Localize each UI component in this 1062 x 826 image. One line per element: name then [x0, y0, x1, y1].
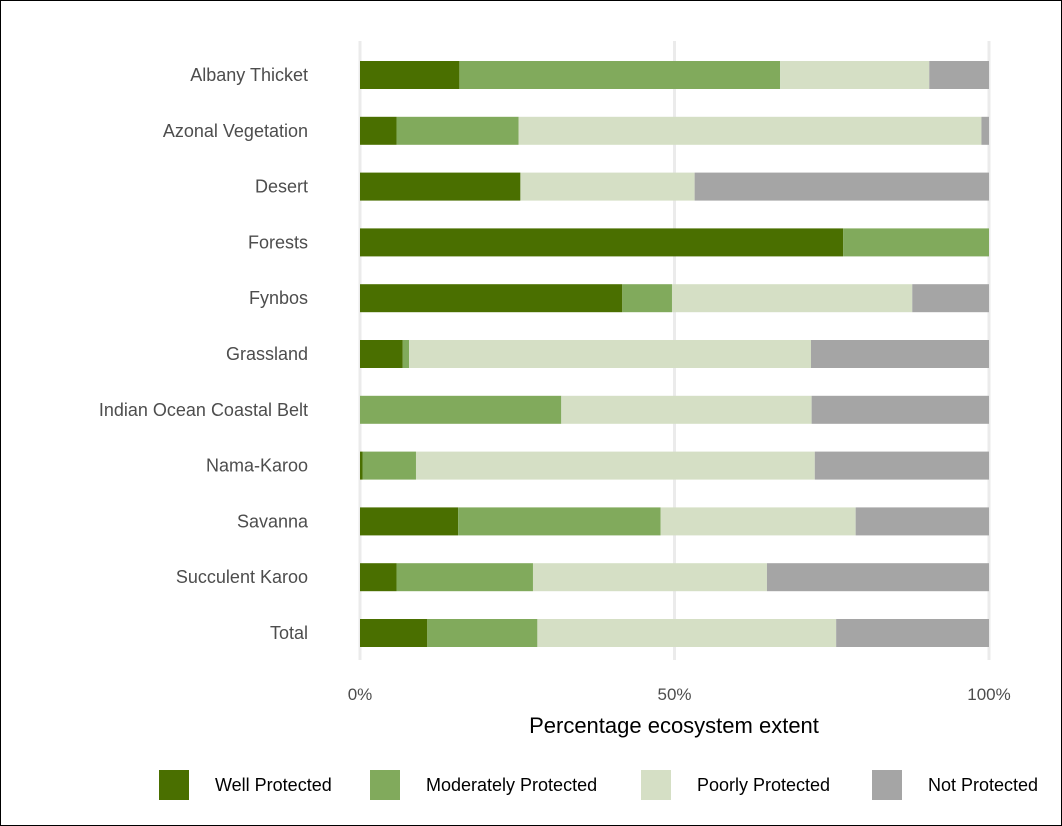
legend-label: Moderately Protected	[426, 775, 597, 795]
bar-segment	[671, 284, 913, 313]
legend: Well Protected Moderately Protected Poorly…	[159, 770, 1038, 800]
legend-item: Moderately Protected	[370, 770, 597, 800]
bar-segment	[360, 451, 363, 480]
bar-segment	[360, 340, 403, 368]
bar-segment	[360, 507, 459, 536]
bar-segment	[766, 563, 989, 592]
bar-segment	[459, 61, 781, 89]
bar-segment	[855, 507, 989, 536]
bar-segment	[360, 61, 460, 89]
bars	[360, 61, 989, 647]
bar-segment	[981, 116, 989, 145]
x-tick-labels: 0% 50% 100%	[348, 685, 1011, 704]
x-axis-title: Percentage ecosystem extent	[529, 713, 819, 738]
bar-segment	[415, 451, 815, 480]
category-label: Savanna	[237, 511, 309, 531]
legend-swatch	[370, 770, 400, 800]
bar-segment	[409, 340, 811, 368]
legend-item: Poorly Protected	[641, 770, 830, 800]
legend-item: Not Protected	[872, 770, 1038, 800]
bar-segment	[360, 228, 844, 257]
category-label: Total	[270, 623, 308, 643]
legend-label: Not Protected	[928, 775, 1038, 795]
bar-segment	[362, 451, 416, 480]
bar-segment	[360, 563, 397, 592]
legend-swatch	[159, 770, 189, 800]
x-tick-label: 50%	[657, 685, 691, 704]
x-tick-label: 0%	[348, 685, 373, 704]
category-label: Nama-Karoo	[206, 456, 308, 476]
bar-segment	[561, 395, 812, 424]
category-label: Desert	[255, 177, 308, 197]
bar-segment	[402, 340, 410, 368]
legend-swatch	[641, 770, 671, 800]
legend-label: Well Protected	[215, 775, 332, 795]
legend-label: Poorly Protected	[697, 775, 830, 795]
bar-segment	[694, 172, 989, 201]
bar-segment	[520, 172, 695, 201]
bar-segment	[843, 228, 989, 257]
bar-segment	[396, 563, 533, 592]
category-label: Azonal Vegetation	[163, 121, 308, 141]
category-label: Indian Ocean Coastal Belt	[99, 400, 308, 420]
category-label: Grassland	[226, 344, 308, 364]
bar-segment	[780, 61, 930, 89]
bar-segment	[912, 284, 989, 313]
bar-segment	[396, 116, 519, 145]
bar-segment	[836, 619, 989, 647]
legend-item: Well Protected	[159, 770, 332, 800]
bar-segment	[360, 116, 397, 145]
bar-segment	[458, 507, 661, 536]
bar-segment	[360, 619, 428, 647]
category-label: Forests	[248, 232, 308, 252]
legend-swatch	[872, 770, 902, 800]
category-labels: Albany Thicket Azonal Vegetation Desert For…	[99, 65, 309, 643]
bar-segment	[814, 451, 989, 480]
bar-segment	[360, 284, 623, 313]
category-label: Albany Thicket	[190, 65, 308, 85]
bar-segment	[622, 284, 672, 313]
bar-segment	[810, 340, 989, 368]
bar-segment	[360, 395, 562, 424]
bar-segment	[660, 507, 856, 536]
category-label: Fynbos	[249, 288, 308, 308]
bar-segment	[811, 395, 989, 424]
category-label: Succulent Karoo	[176, 567, 308, 587]
bar-segment	[427, 619, 538, 647]
bar-segment	[518, 116, 982, 145]
bar-segment	[929, 61, 989, 89]
bar-segment	[537, 619, 837, 647]
bar-segment	[360, 172, 521, 201]
x-tick-label: 100%	[967, 685, 1010, 704]
bar-segment	[532, 563, 767, 592]
